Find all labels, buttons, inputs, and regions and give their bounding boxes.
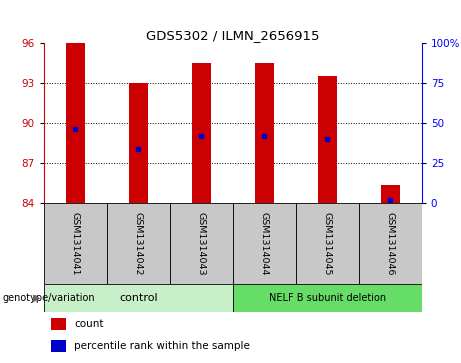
Bar — [233, 284, 422, 312]
Bar — [129, 83, 148, 203]
Title: GDS5302 / ILMN_2656915: GDS5302 / ILMN_2656915 — [146, 29, 319, 42]
Text: GSM1314044: GSM1314044 — [260, 212, 269, 275]
Bar — [359, 203, 422, 284]
Text: GSM1314041: GSM1314041 — [71, 212, 80, 275]
Bar — [107, 203, 170, 284]
Text: ▶: ▶ — [33, 293, 41, 303]
Bar — [66, 43, 85, 203]
Bar — [170, 203, 233, 284]
Bar — [233, 203, 296, 284]
Bar — [51, 340, 66, 352]
Bar — [44, 284, 233, 312]
Text: GSM1314045: GSM1314045 — [323, 212, 332, 275]
Text: NELF B subunit deletion: NELF B subunit deletion — [269, 293, 386, 303]
Text: percentile rank within the sample: percentile rank within the sample — [74, 341, 250, 351]
Bar — [192, 63, 211, 203]
Text: count: count — [74, 319, 104, 329]
Bar — [381, 185, 400, 203]
Bar — [318, 76, 337, 203]
Text: GSM1314042: GSM1314042 — [134, 212, 143, 275]
Text: GSM1314046: GSM1314046 — [386, 212, 395, 275]
Text: genotype/variation: genotype/variation — [2, 293, 95, 303]
Text: control: control — [119, 293, 158, 303]
Bar — [44, 203, 107, 284]
Bar — [255, 63, 274, 203]
Bar — [51, 318, 66, 330]
Text: GSM1314043: GSM1314043 — [197, 212, 206, 275]
Bar — [296, 203, 359, 284]
